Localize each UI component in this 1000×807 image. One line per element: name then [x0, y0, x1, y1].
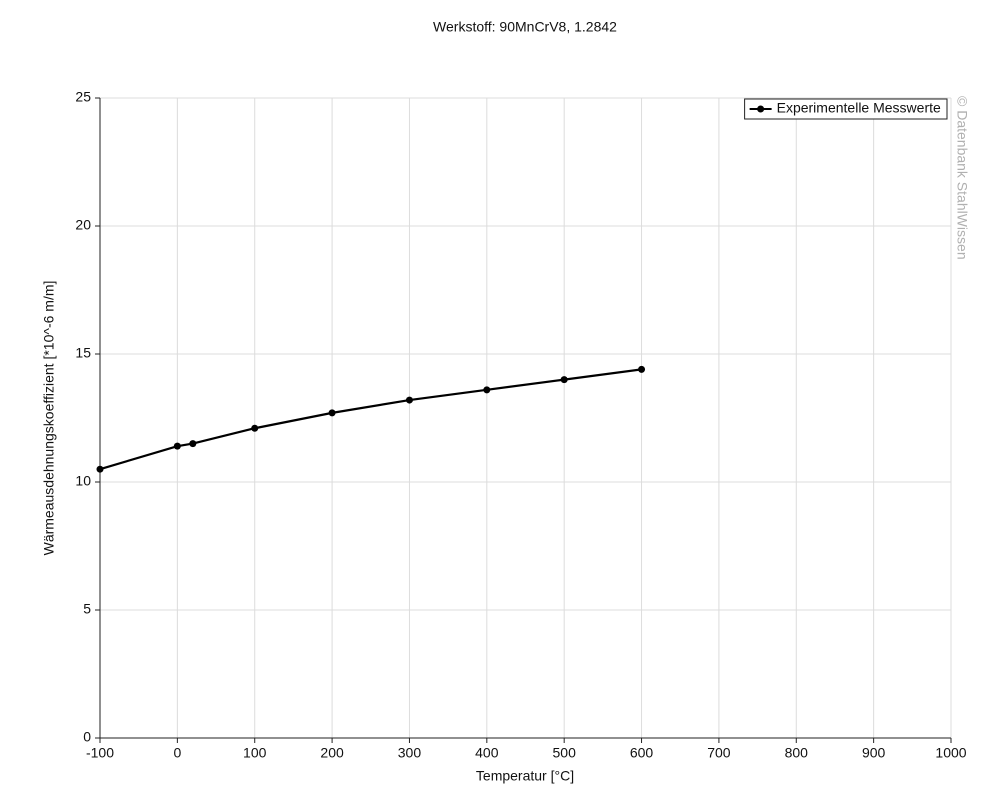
x-tick-label: 400: [475, 745, 499, 761]
y-tick-label: 15: [75, 345, 91, 361]
data-point: [96, 465, 104, 473]
x-tick-label: 900: [862, 745, 886, 761]
data-point: [405, 396, 413, 404]
x-tick-label: 600: [630, 745, 654, 761]
x-tick-label: -100: [86, 745, 114, 761]
x-tick-label: 0: [173, 745, 181, 761]
y-tick-label: 0: [83, 729, 91, 745]
x-axis-label: Temperatur [°C]: [476, 768, 574, 784]
data-point: [638, 365, 646, 373]
y-tick-label: 25: [75, 89, 91, 105]
data-point: [189, 440, 197, 448]
y-axis-label: Wärmeausdehnungskoeffizient [*10^-6 m/m]: [41, 281, 57, 556]
y-tick-label: 20: [75, 217, 91, 233]
data-point: [251, 424, 259, 432]
x-tick-label: 700: [707, 745, 731, 761]
x-tick-label: 500: [553, 745, 577, 761]
legend-label: Experimentelle Messwerte: [777, 100, 941, 116]
data-point: [328, 409, 336, 417]
data-point: [560, 376, 568, 384]
x-tick-label: 1000: [935, 745, 966, 761]
x-tick-label: 300: [398, 745, 422, 761]
y-tick-label: 10: [75, 473, 91, 489]
y-tick-label: 5: [83, 601, 91, 617]
data-point: [483, 386, 491, 394]
watermark: © Datenbank StahlWissen: [954, 96, 970, 260]
x-tick-label: 800: [785, 745, 809, 761]
data-line: [99, 368, 642, 471]
x-tick-label: 100: [243, 745, 267, 761]
x-tick-label: 200: [320, 745, 344, 761]
data-point: [173, 442, 181, 450]
legend-box: [744, 98, 948, 120]
chart-title: Werkstoff: 90MnCrV8, 1.2842: [433, 19, 617, 35]
legend-marker: [757, 105, 765, 113]
